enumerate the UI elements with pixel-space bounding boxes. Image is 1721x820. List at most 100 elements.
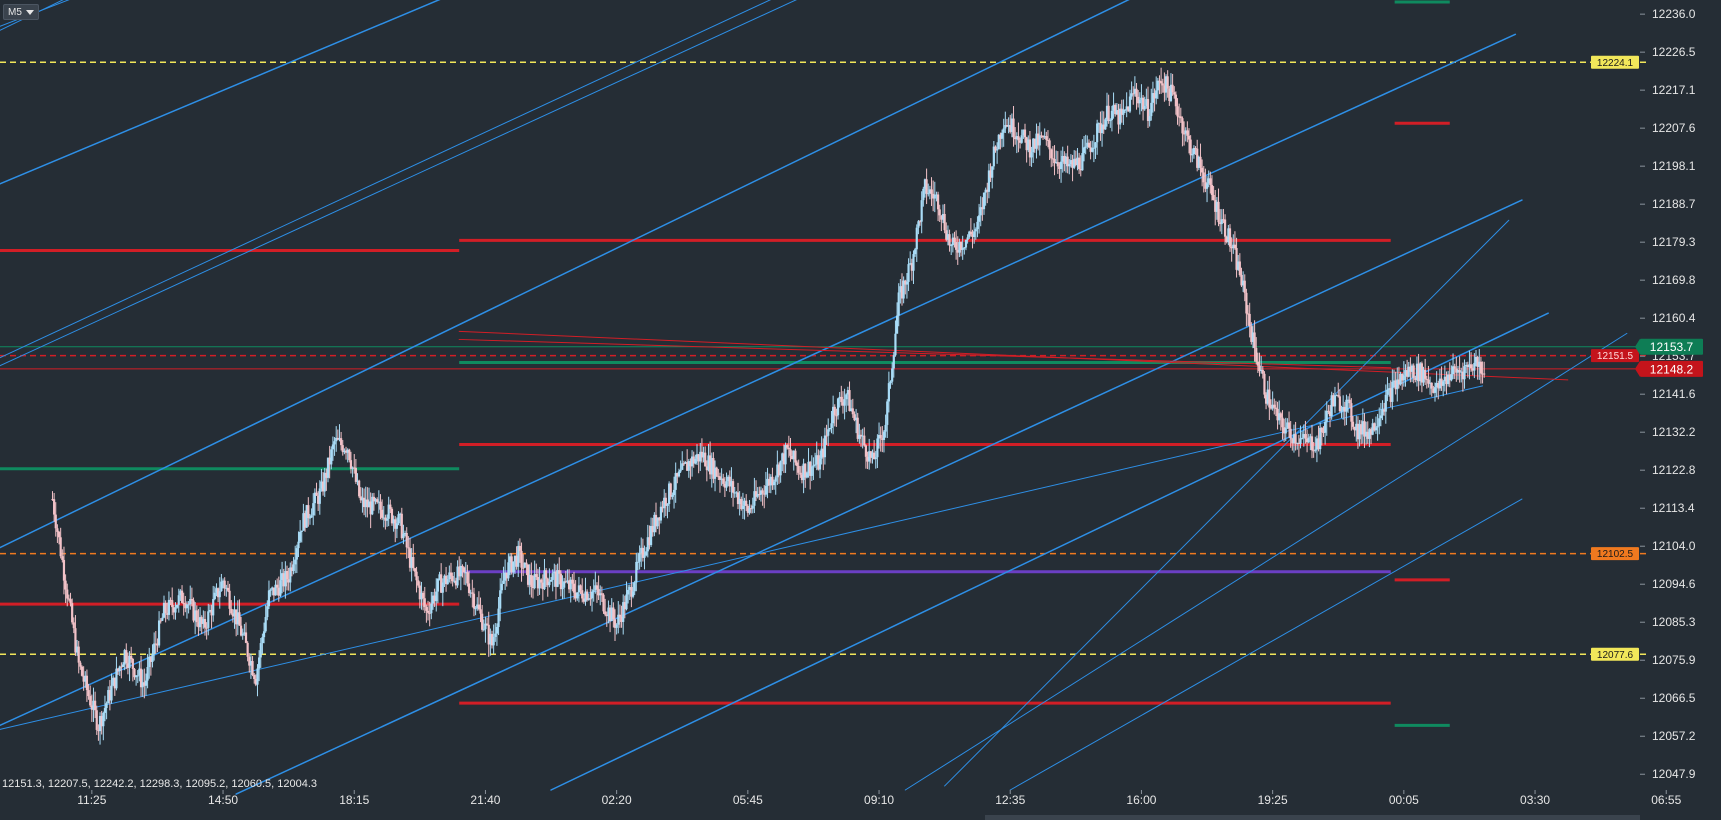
- candle-body: [1032, 138, 1035, 153]
- trendline-9[interactable]: [550, 312, 1549, 791]
- candle-body: [180, 590, 184, 603]
- trendlines-layer: [0, 0, 1628, 795]
- candle-body: [687, 461, 690, 471]
- candle-body: [577, 585, 581, 593]
- candle-body: [87, 690, 90, 697]
- trendline-10[interactable]: [944, 219, 1510, 787]
- candle-body: [1022, 129, 1025, 136]
- candle-body: [948, 234, 951, 246]
- candle-body: [189, 598, 192, 605]
- candle-body: [274, 584, 277, 596]
- candle-body: [1089, 147, 1092, 152]
- trendline-5[interactable]: [0, 0, 1157, 549]
- price-tick-label: 12217.1: [1652, 83, 1696, 97]
- trendline-14[interactable]: [458, 338, 1392, 369]
- candle-body: [1186, 130, 1189, 136]
- candle-body: [312, 503, 315, 516]
- candle-body: [992, 146, 995, 167]
- candle-body: [889, 381, 892, 384]
- candle-body: [1250, 326, 1253, 342]
- candle-body: [1110, 110, 1114, 121]
- candle-body: [1023, 129, 1027, 138]
- candle-body: [321, 481, 325, 492]
- candle-body: [1068, 164, 1071, 167]
- candle-body: [777, 464, 781, 476]
- candle-body: [986, 189, 989, 192]
- candle-body: [1401, 373, 1404, 381]
- candle-body: [589, 598, 592, 600]
- candle-body: [556, 570, 559, 587]
- price-axis[interactable]: 12236.0 12226.5 12217.1 12207.6 12198.1 12188…: [1640, 7, 1696, 781]
- candle-body: [1053, 158, 1056, 164]
- candle-body: [97, 729, 100, 732]
- trendline-11[interactable]: [904, 332, 1628, 791]
- candle-body: [444, 575, 448, 585]
- candle-body: [110, 685, 113, 701]
- candle-body: [192, 600, 195, 621]
- candle-body: [787, 447, 790, 450]
- candle-body: [922, 188, 925, 201]
- candle-body: [412, 557, 415, 569]
- candle-body: [130, 655, 133, 660]
- candle-body: [167, 599, 171, 615]
- candle-body: [364, 499, 367, 508]
- trendline-2[interactable]: [0, 0, 472, 185]
- candle-body: [1184, 130, 1187, 134]
- trendline-12[interactable]: [1009, 498, 1523, 791]
- candle-body: [651, 525, 654, 533]
- candle-body: [1156, 80, 1159, 91]
- candle-body: [194, 610, 197, 621]
- candle-body: [1381, 409, 1384, 416]
- candle-body: [338, 438, 341, 440]
- candle-body: [999, 134, 1002, 139]
- candle-body: [177, 595, 180, 605]
- trendline-13[interactable]: [458, 330, 1569, 381]
- candle-body: [1135, 88, 1138, 97]
- candle-body: [866, 456, 869, 462]
- candle-body: [433, 595, 436, 602]
- candle-body: [881, 438, 884, 440]
- trendline-8[interactable]: [0, 385, 1484, 730]
- candle-body: [1242, 280, 1245, 286]
- candle-body: [579, 585, 582, 591]
- price-tick-label: 12132.2: [1652, 425, 1696, 439]
- candle-body: [643, 555, 646, 558]
- candle-body: [1453, 366, 1456, 369]
- candle-body: [1189, 139, 1192, 156]
- candle-body: [471, 592, 474, 594]
- candle-body: [426, 610, 430, 613]
- time-axis[interactable]: 11:25 14:50 18:15 21:40 02:20 05:45 09:10 12:35…: [77, 790, 1682, 820]
- candle-body: [1191, 154, 1194, 156]
- trendline-6[interactable]: [0, 33, 1517, 727]
- candle-body: [541, 582, 544, 590]
- candle-body: [57, 531, 61, 538]
- trendline-3[interactable]: [0, 0, 827, 367]
- candle-body: [1009, 125, 1012, 132]
- candle-body: [1389, 388, 1392, 402]
- timeframe-select[interactable]: M5: [3, 4, 39, 20]
- candle-body: [84, 675, 87, 682]
- candle-body: [658, 517, 661, 521]
- candle-body: [1346, 399, 1350, 401]
- candle-body: [295, 548, 298, 560]
- candle-body: [991, 166, 994, 178]
- candle-body: [1371, 423, 1374, 435]
- candle-body: [973, 231, 976, 238]
- candle-body: [958, 242, 961, 253]
- candle-body: [840, 396, 843, 403]
- candle-body: [994, 146, 997, 151]
- candle-body: [302, 513, 305, 531]
- candle-body: [1217, 201, 1220, 223]
- candle-body: [262, 631, 266, 638]
- trendline-1[interactable]: [0, 0, 92, 31]
- candle-body: [1451, 366, 1455, 375]
- time-scrollbar[interactable]: [985, 815, 1640, 820]
- candle-body: [894, 333, 897, 356]
- candle-body: [372, 496, 376, 502]
- candle-body: [1253, 332, 1256, 348]
- candle-body: [1305, 438, 1309, 443]
- trendline-4[interactable]: [0, 0, 800, 359]
- candle-body: [1448, 374, 1451, 381]
- trendline-7[interactable]: [235, 199, 1523, 795]
